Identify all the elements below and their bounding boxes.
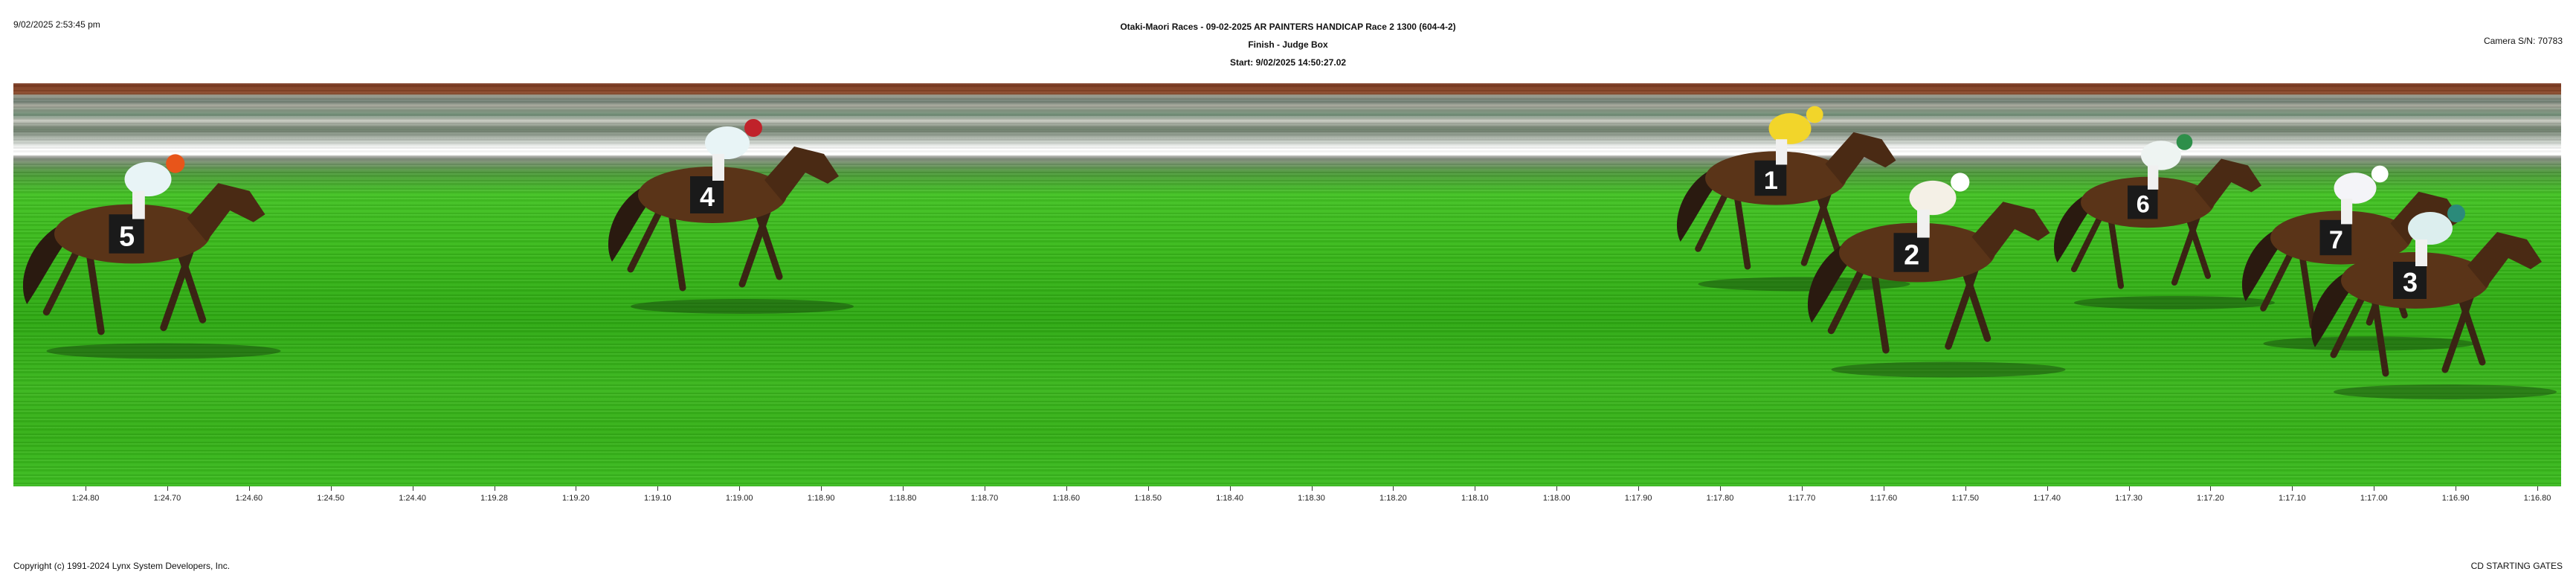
- tick-label: 1:17.20: [2197, 494, 2224, 503]
- tick-label: 1:18.20: [1379, 494, 1407, 503]
- tick-mark: [2128, 486, 2130, 491]
- tick-mark: [330, 486, 332, 491]
- tick-label: 1:19.20: [562, 494, 590, 503]
- tick-label: 1:19.10: [643, 494, 672, 503]
- race-title: Otaki-Maori Races - 09-02-2025 AR PAINTE…: [1120, 22, 1456, 32]
- horse-1: 1: [1676, 106, 1910, 292]
- saddle-cloth: [1754, 160, 1787, 196]
- capture-timestamp: 9/02/2025 2:53:45 pm: [13, 19, 100, 30]
- tick-label: 1:18.30: [1298, 494, 1325, 503]
- finish-location: Finish - Judge Box: [1248, 39, 1328, 50]
- tick-label: 1:17.80: [1706, 494, 1734, 503]
- tick-label: 1:24.70: [153, 494, 181, 503]
- race-start-time: Start: 9/02/2025 14:50:27.02: [1229, 57, 1347, 68]
- tick-label: 1:18.00: [1542, 494, 1571, 503]
- horses-layer: 5 4 1 2 6 7 3: [22, 106, 2557, 399]
- tick-label: 1:24.40: [399, 494, 426, 503]
- saddle-number: 2: [1904, 239, 1919, 271]
- tick-label: 1:17.00: [2360, 494, 2388, 503]
- tick-label: 1:16.80: [2523, 494, 2551, 503]
- copyright: Copyright (c) 1991-2024 Lynx System Deve…: [13, 561, 231, 571]
- tick-mark: [821, 486, 822, 491]
- tick-mark: [1720, 486, 1721, 491]
- tick-mark: [657, 486, 659, 491]
- horse-2: 2: [1807, 173, 2066, 378]
- saddle-cloth: [690, 176, 724, 213]
- saddle-cloth: [2319, 219, 2352, 256]
- saddle-number: 5: [119, 221, 135, 252]
- tick-label: 1:19.28: [480, 494, 508, 503]
- tick-label: 1:17.70: [1788, 494, 1816, 503]
- tick-mark: [1638, 486, 1640, 491]
- tick-mark: [1556, 486, 1558, 491]
- saddle-number: 3: [2403, 267, 2418, 297]
- tick-mark: [1393, 486, 1394, 491]
- saddle-number: 1: [1764, 167, 1778, 195]
- saddle-number: 4: [700, 181, 715, 212]
- tick-mark: [1066, 486, 1067, 491]
- tick-label: 1:18.70: [970, 494, 999, 503]
- tick-mark: [1965, 486, 1966, 491]
- saddle-cloth: [1893, 233, 1929, 272]
- tick-label: 1:18.60: [1052, 494, 1081, 503]
- tick-mark: [167, 486, 168, 491]
- horse-3: 3: [2311, 205, 2557, 399]
- tick-mark: [2537, 486, 2538, 491]
- tick-mark: [1229, 486, 1231, 491]
- race-header: Otaki-Maori Races - 09-02-2025 AR PAINTE…: [0, 18, 2576, 71]
- saddle-number: 6: [2137, 191, 2150, 218]
- tick-mark: [2292, 486, 2293, 491]
- tick-label: 1:17.40: [2033, 494, 2061, 503]
- tick-label: 1:17.60: [1870, 494, 1898, 503]
- saddle-cloth: [109, 214, 144, 254]
- tick-mark: [248, 486, 250, 491]
- tick-mark: [739, 486, 741, 491]
- tick-mark: [2047, 486, 2048, 491]
- tick-label: 1:18.10: [1461, 494, 1489, 503]
- photo-finish-image[interactable]: 5 4 1 2 6 7 3: [13, 83, 2561, 486]
- tick-label: 1:18.90: [807, 494, 835, 503]
- tick-mark: [903, 486, 904, 491]
- tick-label: 1:24.80: [71, 494, 100, 503]
- tick-label: 1:18.50: [1134, 494, 1162, 503]
- starting-gates-label: CD STARTING GATES: [2470, 561, 2563, 571]
- tick-mark: [1147, 486, 1149, 491]
- tick-label: 1:17.50: [1951, 494, 1980, 503]
- horse-4: 4: [608, 119, 854, 314]
- tick-label: 1:24.60: [235, 494, 263, 503]
- tick-label: 1:18.80: [889, 494, 917, 503]
- tick-mark: [2210, 486, 2212, 491]
- tick-label: 1:24.50: [317, 494, 345, 503]
- tick-label: 1:17.10: [2278, 494, 2306, 503]
- tick-mark: [1311, 486, 1313, 491]
- saddle-number: 7: [2329, 226, 2343, 254]
- tick-label: 1:17.30: [2115, 494, 2142, 503]
- tick-label: 1:19.00: [725, 494, 753, 503]
- tick-label: 1:16.90: [2441, 494, 2470, 503]
- saddle-cloth: [2393, 262, 2427, 299]
- saddle-cloth: [2128, 185, 2158, 219]
- camera-serial: Camera S/N: 70783: [2483, 36, 2563, 46]
- time-scale: 1:24.80 1:24.70 1:24.60 1:24.50 1:24.40 1:19.…: [13, 486, 2561, 503]
- horse-5: 5: [22, 154, 281, 359]
- tick-label: 1:18.40: [1216, 494, 1243, 503]
- tick-label: 1:17.90: [1624, 494, 1652, 503]
- horse-6: 6: [2053, 134, 2275, 309]
- tick-mark: [1801, 486, 1803, 491]
